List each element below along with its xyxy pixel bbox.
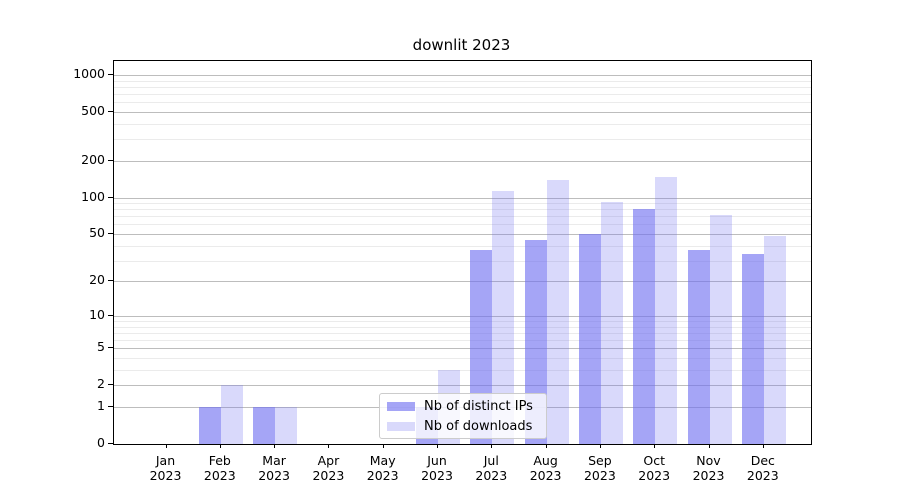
y-tick-label-500: 500 — [81, 103, 105, 118]
gridline-minor-900 — [114, 80, 811, 82]
gridline-5 — [114, 348, 811, 350]
y-tick-label-20: 20 — [89, 272, 105, 288]
x-tick-label-mar: Mar 2023 — [242, 453, 306, 483]
gridline-minor-30 — [114, 260, 811, 262]
gridline-minor-70 — [114, 216, 811, 218]
legend-swatch-distinct-ips — [387, 401, 415, 411]
bar-downloads-dec — [763, 236, 786, 444]
x-tick-month: Oct — [643, 453, 665, 468]
x-tick-label-nov: Nov 2023 — [677, 453, 741, 483]
gridline-minor-3 — [114, 370, 811, 371]
x-tick-label-aug: Aug 2023 — [514, 453, 578, 483]
bar-ips-nov — [687, 249, 710, 444]
gridline-100 — [114, 197, 811, 199]
y-tick-label-5: 5 — [97, 339, 105, 355]
x-tick-label-feb: Feb 2023 — [188, 453, 252, 483]
x-tick-label-jan: Jan 2023 — [134, 453, 198, 483]
x-tick-year: 2023 — [583, 468, 616, 483]
x-tick-year: 2023 — [366, 468, 399, 483]
x-tick-month: Mar — [262, 453, 286, 468]
x-tick-month: Apr — [317, 453, 340, 468]
x-tick-label-may: May 2023 — [351, 453, 415, 483]
x-tick-year: 2023 — [746, 468, 779, 483]
gridline-1000 — [114, 75, 811, 76]
x-tick-label-oct: Oct 2023 — [622, 453, 686, 483]
x-tick-month: Aug — [533, 453, 558, 468]
legend-item-downloads: Nb of downloads — [380, 418, 546, 434]
bar-ips-mar — [253, 407, 276, 444]
gridline-minor-700 — [114, 94, 811, 95]
y-tick-label-2: 2 — [97, 376, 105, 392]
legend-label-distinct-ips: Nb of distinct IPs — [424, 398, 533, 414]
y-tick-label-100: 100 — [81, 188, 105, 204]
bar-ips-sep — [578, 234, 601, 444]
gridline-minor-8 — [114, 326, 811, 328]
y-tick-label-1000: 1000 — [73, 66, 105, 81]
gridline-minor-4 — [114, 358, 811, 359]
gridline-minor-9 — [114, 321, 811, 322]
x-tick-year: 2023 — [312, 468, 345, 483]
bar-downloads-mar — [275, 407, 298, 444]
x-tick-year: 2023 — [475, 468, 508, 483]
x-tick-month: Jan — [155, 453, 176, 468]
legend-item-distinct-ips: Nb of distinct IPs — [380, 398, 546, 414]
x-tick-year: 2023 — [258, 468, 290, 483]
plot-area: Nb of distinct IPs Nb of downloads — [113, 60, 812, 445]
gridline-500 — [114, 112, 811, 113]
bar-ips-dec — [741, 254, 764, 444]
gridline-minor-80 — [114, 209, 811, 211]
gridline-minor-60 — [114, 224, 811, 226]
gridline-minor-40 — [114, 245, 811, 247]
x-tick-month: Jul — [483, 453, 499, 468]
x-tick-month: Dec — [750, 453, 775, 468]
gridline-minor-300 — [114, 139, 811, 141]
x-tick-label-dec: Dec 2023 — [731, 453, 795, 483]
bar-ips-aug — [524, 239, 547, 444]
bar-downloads-aug — [546, 179, 569, 444]
gridline-minor-6 — [114, 340, 811, 342]
x-tick-year: 2023 — [421, 468, 453, 483]
gridline-minor-600 — [114, 102, 811, 104]
x-tick-year: 2023 — [203, 468, 236, 483]
x-tick-year: 2023 — [149, 468, 182, 483]
bar-ips-feb — [198, 407, 221, 444]
x-tick-label-apr: Apr 2023 — [296, 453, 360, 483]
chart-title: downlit 2023 — [412, 36, 511, 54]
bar-downloads-feb — [220, 385, 243, 444]
x-tick-year: 2023 — [638, 468, 671, 483]
gridline-2 — [114, 385, 811, 387]
gridline-minor-400 — [114, 123, 811, 125]
bar-downloads-jul — [492, 191, 515, 444]
x-tick-year: 2023 — [692, 468, 725, 483]
gridline-10 — [114, 315, 811, 317]
y-tick-label-1: 1 — [97, 398, 105, 413]
y-tick-label-10: 10 — [89, 306, 105, 322]
x-tick-month: Nov — [696, 453, 721, 468]
gridline-minor-800 — [114, 86, 811, 88]
gridline-50 — [114, 234, 811, 235]
x-tick-month: Feb — [208, 453, 231, 468]
gridline-200 — [114, 160, 811, 162]
gridline-minor-90 — [114, 203, 811, 205]
y-tick-label-50: 50 — [89, 225, 105, 240]
x-tick-label-sep: Sep 2023 — [568, 453, 632, 483]
legend-label-downloads: Nb of downloads — [424, 418, 533, 434]
bar-downloads-nov — [709, 214, 732, 444]
gridline-20 — [114, 281, 811, 283]
y-tick-label-0: 0 — [97, 435, 105, 450]
x-tick-label-jul: Jul 2023 — [459, 453, 523, 483]
bar-ips-oct — [633, 208, 656, 444]
y-tick-label-200: 200 — [81, 151, 105, 167]
legend-swatch-downloads — [387, 421, 415, 431]
legend: Nb of distinct IPs Nb of downloads — [379, 393, 547, 439]
bar-downloads-oct — [655, 176, 678, 444]
x-tick-month: Sep — [588, 453, 612, 468]
bar-downloads-sep — [600, 201, 623, 444]
x-tick-month: May — [369, 453, 396, 468]
x-tick-year: 2023 — [529, 468, 562, 483]
x-tick-label-jun: Jun 2023 — [405, 453, 469, 483]
x-tick-month: Jun — [427, 453, 447, 468]
gridline-minor-7 — [114, 332, 811, 334]
